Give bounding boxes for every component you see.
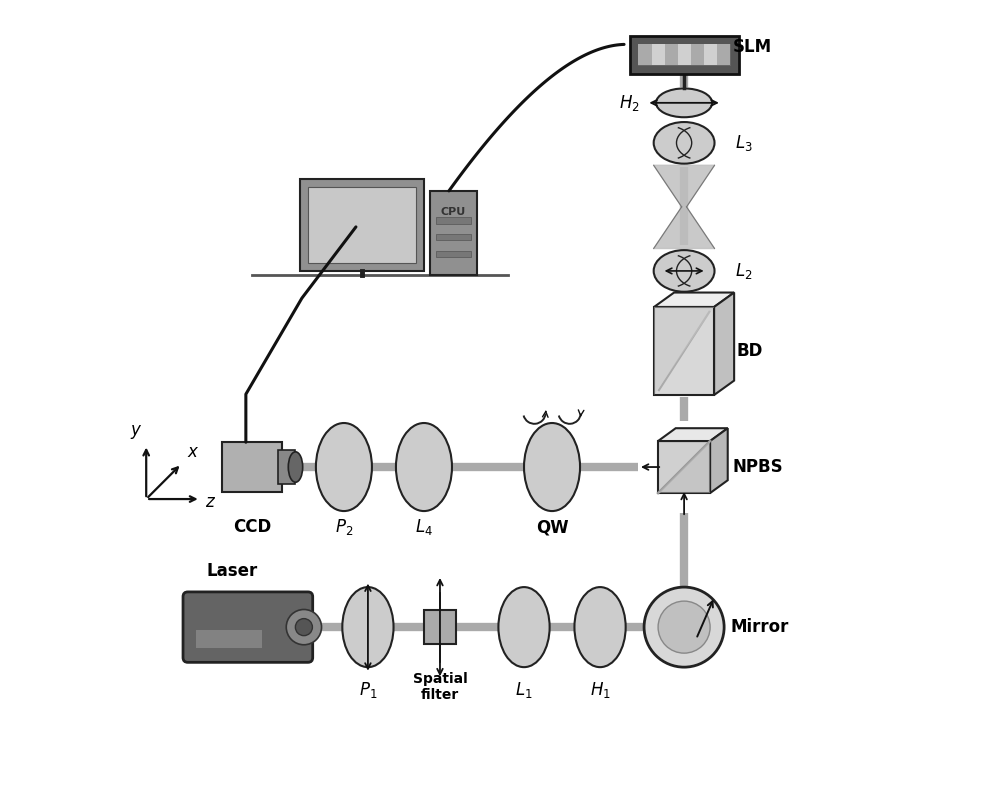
Text: $L_4$: $L_4$ <box>415 517 433 537</box>
Polygon shape <box>710 428 728 493</box>
Bar <box>436 217 471 223</box>
Bar <box>278 451 295 484</box>
Text: $P_1$: $P_1$ <box>359 679 377 700</box>
Text: $P_2$: $P_2$ <box>335 517 353 537</box>
Polygon shape <box>654 307 714 395</box>
Ellipse shape <box>574 587 626 667</box>
Ellipse shape <box>524 423 580 511</box>
Polygon shape <box>654 293 734 307</box>
Text: Mirror: Mirror <box>731 618 789 636</box>
Text: $L_3$: $L_3$ <box>735 133 753 153</box>
Bar <box>691 44 704 65</box>
Text: $L_2$: $L_2$ <box>735 261 753 281</box>
Bar <box>308 187 416 263</box>
Circle shape <box>286 609 322 645</box>
Text: $H_1$: $H_1$ <box>590 679 610 700</box>
FancyBboxPatch shape <box>183 592 313 663</box>
Text: NPBS: NPBS <box>732 458 783 476</box>
Text: $z$: $z$ <box>205 493 216 511</box>
Bar <box>654 307 714 395</box>
Text: $H_2$: $H_2$ <box>619 93 640 113</box>
Bar <box>424 610 456 644</box>
Polygon shape <box>658 428 728 441</box>
Ellipse shape <box>654 250 715 292</box>
Text: $y$: $y$ <box>130 423 143 441</box>
Circle shape <box>644 587 724 667</box>
Ellipse shape <box>656 89 712 117</box>
Bar <box>436 234 471 240</box>
Ellipse shape <box>342 587 394 667</box>
Text: SLM: SLM <box>733 38 772 56</box>
Circle shape <box>295 619 312 636</box>
Bar <box>300 179 424 271</box>
Text: Laser: Laser <box>206 562 257 580</box>
Bar <box>638 44 730 65</box>
Polygon shape <box>658 441 710 493</box>
Text: $x$: $x$ <box>187 443 199 461</box>
Polygon shape <box>654 207 715 248</box>
Text: QW: QW <box>536 518 568 536</box>
Bar <box>704 44 717 65</box>
Polygon shape <box>714 293 734 395</box>
Bar <box>652 44 665 65</box>
Ellipse shape <box>396 423 452 511</box>
Bar <box>658 441 710 493</box>
Text: Spatial
filter: Spatial filter <box>413 672 467 702</box>
Text: $L_1$: $L_1$ <box>515 679 533 700</box>
Bar <box>222 442 282 492</box>
FancyBboxPatch shape <box>630 35 739 74</box>
Ellipse shape <box>654 122 715 164</box>
Text: CPU: CPU <box>441 207 466 217</box>
Bar <box>717 44 730 65</box>
Bar <box>196 630 262 648</box>
Bar <box>638 44 652 65</box>
Ellipse shape <box>316 423 372 511</box>
Bar <box>436 251 471 257</box>
Polygon shape <box>654 165 715 207</box>
Bar <box>430 191 477 275</box>
Text: BD: BD <box>737 342 763 360</box>
Circle shape <box>658 601 710 653</box>
Bar <box>678 44 691 65</box>
Bar <box>665 44 678 65</box>
Ellipse shape <box>288 452 303 482</box>
Ellipse shape <box>498 587 550 667</box>
Text: CCD: CCD <box>233 518 271 536</box>
